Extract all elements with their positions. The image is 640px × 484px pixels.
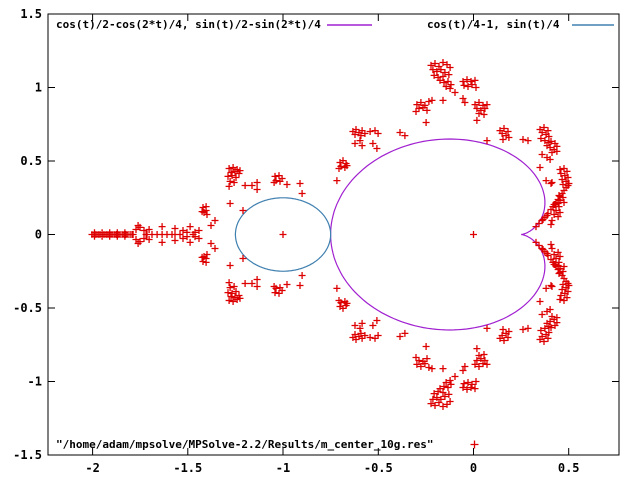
x-tick-label: -1 [276, 461, 290, 475]
x-tick-label: 0 [470, 461, 477, 475]
x-tick-label: -2 [85, 461, 99, 475]
cardioid-curve [329, 138, 546, 331]
y-tick-label: -1.5 [13, 448, 42, 462]
legend-label-circle: cos(t)/4-1, sin(t)/4 [427, 18, 560, 31]
axis-ticks [48, 13, 619, 456]
tick-marks [48, 13, 619, 456]
x-axis-tick-labels: -2 -1.5 -1 -0.5 0 0.5 [85, 461, 579, 475]
x-tick-label: -1.5 [173, 461, 202, 475]
y-tick-label: 0 [35, 228, 42, 242]
legend-label-cardioid: cos(t)/2-cos(2*t)/4, sin(t)/2-sin(2*t)/4 [56, 18, 321, 31]
y-tick-label: 1 [35, 81, 42, 95]
legend: cos(t)/2-cos(2*t)/4, sin(t)/2-sin(2*t)/4… [56, 18, 614, 451]
circle-curve [234, 197, 332, 272]
curve-layer [234, 138, 546, 331]
legend-plus-marker-sample-icon [470, 440, 479, 449]
y-axis-tick-labels: 1.5 1 0.5 0 -0.5 -1 -1.5 [13, 7, 42, 462]
y-tick-label: 0.5 [20, 154, 42, 168]
y-tick-label: 1.5 [20, 7, 42, 21]
legend-label-datafile: "/home/adam/mpsolve/MPSolve-2.2/Results/… [56, 438, 434, 451]
x-tick-label: -0.5 [364, 461, 393, 475]
y-tick-label: -1 [28, 375, 42, 389]
scatter-layer [88, 59, 573, 410]
y-tick-label: -0.5 [13, 301, 42, 315]
scatter-plus-markers [88, 59, 573, 410]
x-tick-label: 0.5 [558, 461, 580, 475]
